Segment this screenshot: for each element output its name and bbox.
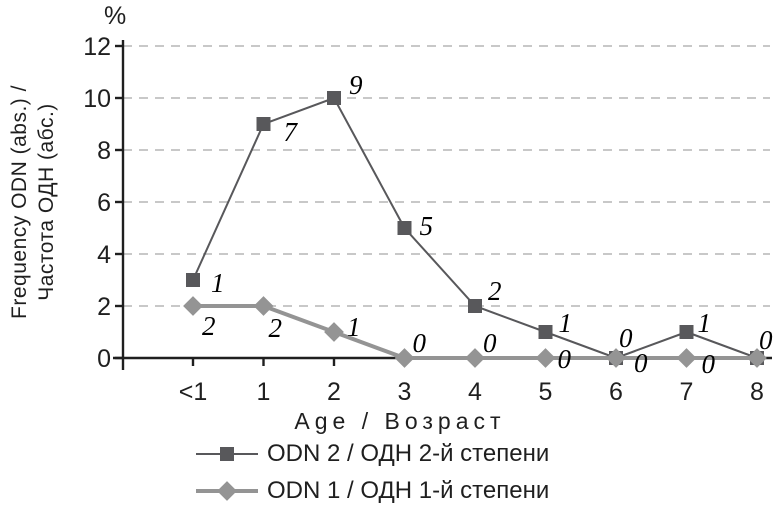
y-tick-label: 8 xyxy=(97,137,111,165)
legend-label-odn2: ODN 2 / ОДН 2-й степени xyxy=(267,440,550,467)
data-point-marker xyxy=(465,348,485,368)
x-axis-title: Age / Возраст xyxy=(294,408,506,434)
data-point-marker xyxy=(256,117,271,131)
data-point-label: 1 xyxy=(559,308,573,338)
legend-item-odn1: ODN 1 / ОДН 1-й степени xyxy=(196,477,550,504)
data-point-label: 0 xyxy=(634,348,648,378)
data-point-marker xyxy=(538,325,553,339)
data-point-marker xyxy=(468,299,482,313)
data-point-label: 2 xyxy=(269,313,283,343)
x-tick-label: 5 xyxy=(539,378,553,406)
x-tick-label: 7 xyxy=(680,378,694,406)
data-point-label: 0 xyxy=(413,328,427,358)
x-tick-label: <1 xyxy=(179,378,208,406)
data-point-marker xyxy=(747,348,767,368)
legend: ODN 2 / ОДН 2-й степени ODN 1 / ОДН 1-й … xyxy=(196,440,550,515)
data-point-marker xyxy=(253,296,274,316)
x-tick-label: 4 xyxy=(468,378,482,406)
data-point-label: 1 xyxy=(347,312,361,342)
data-point-label: 2 xyxy=(202,311,216,341)
x-tick-label: 1 xyxy=(257,378,271,406)
y-tick-label: 0 xyxy=(97,345,111,373)
data-point-marker xyxy=(606,348,626,368)
y-tick-label: 4 xyxy=(97,241,111,269)
data-point-label: 0 xyxy=(558,344,572,374)
data-point-marker xyxy=(186,273,200,287)
x-tick-label: 2 xyxy=(327,378,341,406)
data-point-label: 9 xyxy=(349,70,363,100)
data-point-label: 0 xyxy=(619,323,633,353)
square-series-icon xyxy=(196,447,258,461)
y-tick-label: 12 xyxy=(83,33,111,61)
data-point-label: 7 xyxy=(284,117,299,147)
data-point-label: 1 xyxy=(698,308,712,338)
y-axis-unit-label: % xyxy=(104,2,127,30)
y-tick-label: 10 xyxy=(83,85,111,113)
data-point-marker xyxy=(394,348,415,368)
data-point-marker xyxy=(397,221,412,235)
legend-item-odn2: ODN 2 / ОДН 2-й степени xyxy=(196,440,550,467)
data-point-label: 0 xyxy=(759,325,773,355)
data-point-marker xyxy=(324,322,344,342)
y-tick-label: 6 xyxy=(97,189,111,217)
data-point-marker xyxy=(679,325,694,339)
data-point-label: 2 xyxy=(488,276,502,306)
data-point-label: 0 xyxy=(702,349,716,379)
diamond-series-icon xyxy=(196,481,258,501)
x-tick-label: 6 xyxy=(609,378,623,406)
legend-label-odn1: ODN 1 / ОДН 1-й степени xyxy=(267,477,550,504)
data-point-marker xyxy=(535,348,556,368)
data-point-marker xyxy=(676,348,697,368)
y-tick-label: 2 xyxy=(97,293,111,321)
data-point-label: 1 xyxy=(211,268,225,298)
data-point-marker xyxy=(327,91,341,105)
x-tick-label: 3 xyxy=(398,378,412,406)
data-point-label: 5 xyxy=(420,211,434,241)
data-point-label: 0 xyxy=(483,328,497,358)
x-tick-label: 8 xyxy=(750,378,764,406)
data-point-marker xyxy=(183,296,203,316)
